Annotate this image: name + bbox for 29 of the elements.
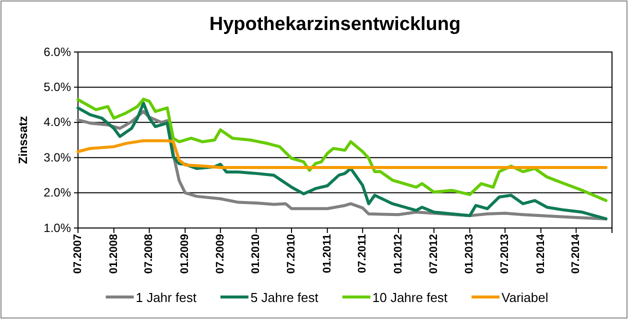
x-tick-label: 01.2010 (250, 234, 262, 274)
line-series (76, 139, 608, 169)
x-tick-label: 07.2012 (428, 234, 440, 274)
x-tick-label: 07.2008 (143, 234, 156, 274)
x-tick-label: 01.2014 (534, 233, 547, 274)
x-tick-label: 07.2011 (356, 234, 369, 274)
x-tick-label: 01.2009 (179, 234, 192, 274)
y-tick-label: 5.0% (44, 80, 72, 94)
x-tick-label: 01.2013 (464, 234, 476, 274)
x-tick-label: 07.2013 (498, 234, 511, 274)
x-tick-label: 07.2014 (570, 233, 582, 274)
x-tick-label: 07.2007 (72, 234, 84, 274)
legend-label: 10 Jahre fest (372, 290, 448, 305)
chart-title: Hypothekarzinsentwicklung (209, 14, 461, 35)
y-tick-label: 1.0% (44, 220, 72, 235)
y-tick-label: 6.0% (44, 44, 72, 59)
legend-label: Variabel (502, 290, 548, 305)
line-series (76, 98, 608, 202)
legend-label: 1 Jahr fest (136, 290, 197, 305)
y-tick-label: 4.0% (44, 115, 72, 130)
x-tick-label: 07.2010 (285, 234, 298, 274)
y-tick-label: 2.0% (44, 186, 72, 200)
legend-label: 5 Jahre fest (250, 290, 319, 305)
y-tick-label: 3.0% (44, 150, 72, 164)
x-tick-label: 07.2009 (214, 234, 226, 274)
x-tick-label: 01.2008 (108, 234, 120, 274)
x-tick-label: 01.2012 (392, 234, 404, 274)
y-axis-title: Zinssatz (16, 116, 30, 164)
x-tick-label: 01.2011 (321, 234, 334, 274)
